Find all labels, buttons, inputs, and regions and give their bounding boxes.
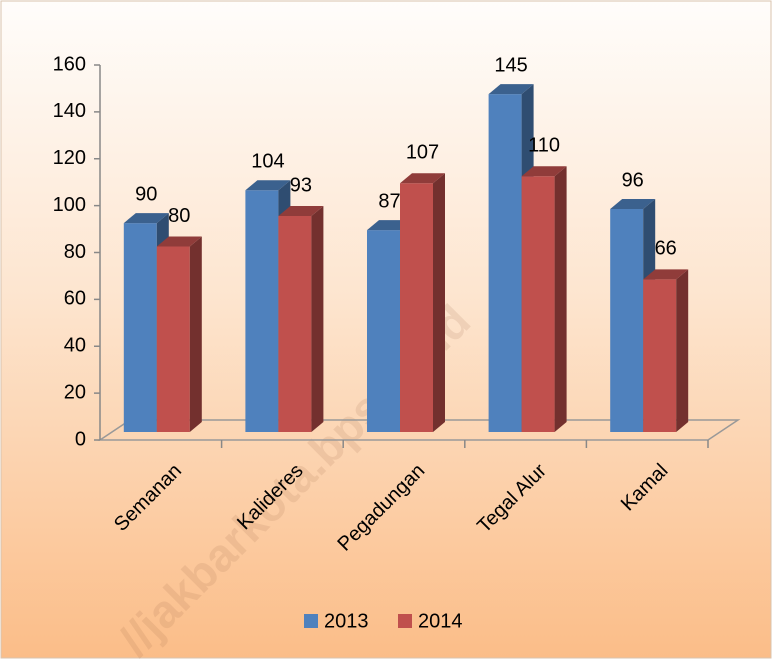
- bar: [278, 206, 324, 432]
- data-label: 80: [168, 205, 190, 227]
- bar-top: [610, 199, 656, 209]
- bar-side: [676, 269, 689, 432]
- bar-side: [189, 236, 202, 432]
- y-tick-label: 60: [64, 288, 86, 310]
- bar-front: [400, 183, 433, 432]
- y-tick-label: 120: [53, 147, 86, 169]
- bar-side: [311, 206, 324, 432]
- bar-top: [521, 166, 567, 177]
- data-label: 87: [378, 190, 400, 212]
- bar-top: [488, 84, 534, 95]
- bar-front: [521, 176, 555, 432]
- bar-top: [278, 206, 324, 217]
- bar: [521, 166, 567, 432]
- bar-front: [643, 279, 677, 432]
- data-label: 66: [655, 238, 677, 260]
- floor: [97, 419, 741, 441]
- bar-front: [278, 216, 312, 432]
- y-tick-label: 20: [64, 381, 86, 403]
- bar-front: [610, 209, 644, 432]
- y-tick-label: 80: [64, 241, 86, 263]
- data-label: 90: [135, 183, 157, 205]
- y-tick-label: 40: [64, 335, 86, 357]
- bar-top: [400, 173, 445, 184]
- data-label: 110: [528, 134, 560, 156]
- y-tick-label: 140: [53, 100, 86, 122]
- legend-label: 2014: [418, 610, 463, 632]
- bar-top: [156, 236, 202, 247]
- data-label: 96: [622, 169, 644, 191]
- bar-front: [367, 230, 400, 432]
- bar-top: [643, 269, 689, 280]
- data-label: 93: [290, 174, 312, 196]
- bar-front: [245, 190, 279, 432]
- bar-side: [554, 166, 567, 432]
- data-label: 104: [251, 151, 284, 173]
- y-tick-label: 0: [75, 428, 86, 450]
- bar-front: [156, 246, 190, 432]
- bar-top: [245, 180, 291, 191]
- legend-swatch: [398, 614, 412, 628]
- bar: [400, 173, 445, 432]
- legend-label: 2013: [324, 610, 369, 632]
- bar-front: [123, 223, 157, 432]
- y-tick-label: 100: [53, 194, 86, 216]
- data-label: 145: [494, 54, 527, 76]
- bar-top: [123, 213, 169, 224]
- y-tick-label: 160: [53, 53, 86, 75]
- legend-swatch: [304, 614, 318, 628]
- data-label: 107: [406, 142, 439, 164]
- bar-front: [488, 94, 522, 432]
- bar-side: [433, 173, 445, 432]
- bar: [643, 269, 689, 432]
- bar: [156, 236, 202, 432]
